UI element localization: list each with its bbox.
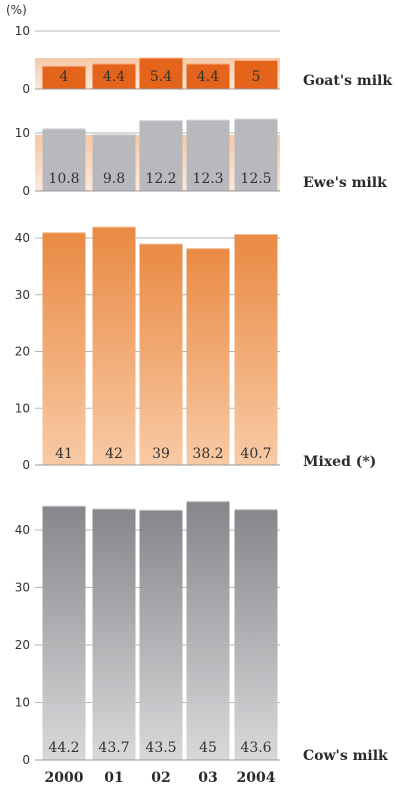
value-label: 9.8 (103, 171, 125, 187)
bar (42, 128, 86, 191)
y-tick-label: 0 (22, 82, 30, 96)
bar (234, 234, 278, 465)
y-tick-label: 40 (15, 231, 30, 245)
bar (186, 119, 230, 191)
bar (42, 65, 86, 89)
value-label: 10.8 (48, 171, 79, 187)
x-label-0: 2000 (45, 770, 84, 786)
bar (42, 505, 86, 760)
y-tick-label: 0 (22, 458, 30, 472)
y-tick-label: 10 (15, 24, 30, 38)
y-tick-label: 40 (15, 523, 30, 537)
bar (42, 232, 86, 465)
bar (139, 509, 183, 760)
bar (186, 501, 230, 760)
bar (186, 248, 230, 465)
bar (92, 134, 136, 191)
value-label: 12.2 (145, 171, 176, 187)
bar (234, 60, 278, 89)
y-tick-label: 10 (15, 401, 30, 415)
panel-2: 0 10 20 30 40 41 42 39 38.2 40.7 Mixed (*) (15, 226, 376, 472)
value-label: 43.5 (145, 740, 176, 756)
value-label: 39 (152, 446, 170, 462)
bar (139, 57, 183, 89)
value-label: 12.5 (240, 171, 271, 187)
bar (92, 226, 136, 465)
series-label: Cow's milk (303, 748, 388, 764)
x-axis-labels: 2000 01 02 03 2004 (45, 770, 276, 786)
x-label-3: 03 (198, 770, 217, 786)
series-label: Goat's milk (303, 73, 392, 89)
value-label: 43.7 (98, 740, 129, 756)
value-label: 5 (252, 69, 261, 85)
panel-0: 0 10 4 4.4 5.4 4.4 5 Goat's milk (15, 24, 393, 96)
bar (234, 509, 278, 760)
bar (92, 63, 136, 89)
y-tick-label: 0 (22, 753, 30, 767)
y-tick-label: 20 (15, 638, 30, 652)
bar (92, 508, 136, 760)
bar (234, 118, 278, 191)
value-label: 4.4 (197, 69, 219, 85)
panel-1: 0 10 10.8 9.8 12.2 12.3 12.5 Ewe's milk (15, 118, 387, 198)
x-label-1: 01 (104, 770, 123, 786)
y-tick-label: 20 (15, 345, 30, 359)
bar (139, 120, 183, 191)
y-tick-label: 30 (15, 288, 30, 302)
y-tick-label: 10 (15, 696, 30, 710)
value-label: 44.2 (48, 740, 79, 756)
bar (186, 63, 230, 89)
series-label: Ewe's milk (303, 175, 387, 191)
bar (139, 243, 183, 465)
value-label: 5.4 (150, 69, 172, 85)
value-label: 41 (55, 446, 73, 462)
series-label: Mixed (*) (303, 454, 376, 470)
y-tick-label: 0 (22, 184, 30, 198)
panel-3: 0 10 20 30 40 44.2 43.7 43.5 45 43.6 Cow's milk (15, 501, 388, 767)
value-label: 4 (60, 69, 69, 85)
y-tick-label: 30 (15, 581, 30, 595)
value-label: 42 (105, 446, 123, 462)
value-label: 12.3 (192, 171, 223, 187)
x-label-4: 2004 (237, 770, 276, 786)
value-label: 43.6 (240, 740, 271, 756)
value-label: 38.2 (192, 446, 223, 462)
value-label: 4.4 (103, 69, 125, 85)
y-tick-label: 10 (15, 126, 30, 140)
x-label-2: 02 (151, 770, 170, 786)
unit-label: (%) (6, 3, 27, 17)
value-label: 40.7 (240, 446, 271, 462)
value-label: 45 (199, 740, 217, 756)
